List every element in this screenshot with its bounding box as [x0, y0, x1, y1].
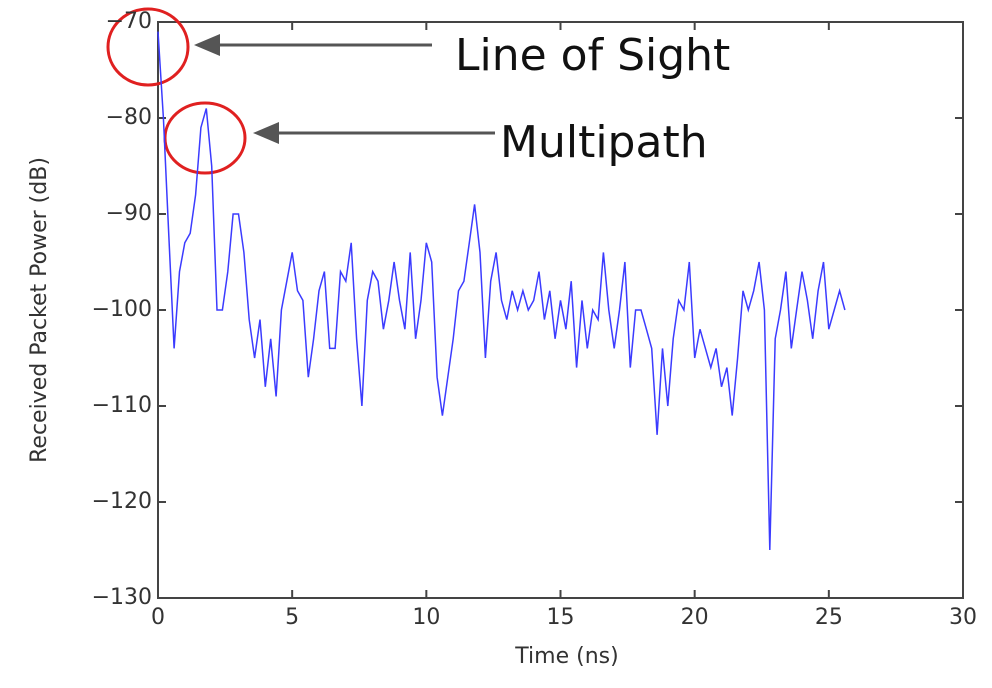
x-tick-label: 30 [949, 605, 977, 630]
y-tick-label: −90 [106, 201, 152, 226]
annotation: Multipath [500, 117, 708, 168]
y-tick-label: −130 [92, 585, 152, 610]
annotation: Line of Sight [455, 30, 730, 81]
data-line [157, 31, 846, 551]
y-axis-label: Received Packet Power (dB) [27, 157, 52, 463]
y-tick-label: −100 [92, 297, 152, 322]
highlight-circle [106, 7, 190, 87]
y-tick-label: −110 [92, 393, 152, 418]
y-tick-label: −80 [106, 105, 152, 130]
x-tick-label: 0 [151, 605, 165, 630]
x-tick-label: 10 [412, 605, 440, 630]
x-tick-label: 25 [815, 605, 843, 630]
arrow-head [253, 122, 279, 144]
x-tick-label: 5 [285, 605, 299, 630]
x-tick-label: 20 [681, 605, 709, 630]
y-tick-label: −120 [92, 489, 152, 514]
y-tick-label: −70 [106, 9, 152, 34]
x-tick-label: 15 [547, 605, 575, 630]
arrow-head [194, 34, 220, 56]
plot-frame [157, 21, 964, 599]
x-axis-label: Time (ns) [514, 644, 618, 669]
